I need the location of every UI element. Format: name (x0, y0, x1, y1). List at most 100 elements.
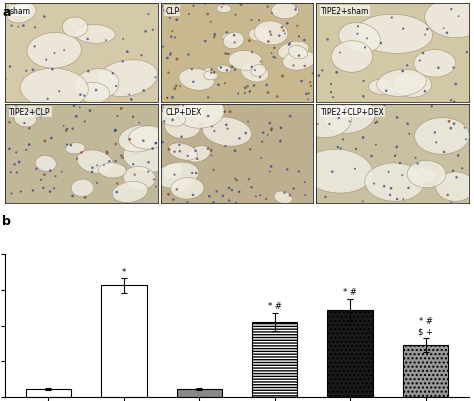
Bar (26, 389, 71, 397)
Point (290, 186, 298, 192)
Point (2, 77, 9, 83)
Point (242, 131, 250, 137)
Point (225, 185, 233, 192)
Point (295, 34, 303, 41)
Point (173, 18, 181, 24)
Ellipse shape (368, 80, 397, 95)
Point (292, 7, 300, 14)
Point (241, 91, 249, 97)
Ellipse shape (249, 28, 272, 42)
Point (111, 128, 119, 134)
Point (447, 7, 455, 13)
Point (266, 169, 273, 175)
Point (226, 198, 233, 204)
Point (383, 88, 390, 95)
Ellipse shape (171, 178, 191, 192)
Point (50, 186, 58, 192)
Point (272, 55, 279, 62)
Point (304, 97, 312, 103)
Bar (177, 389, 222, 397)
Point (208, 153, 215, 159)
Point (171, 172, 178, 178)
Point (435, 65, 442, 72)
Point (393, 144, 401, 151)
Point (208, 70, 215, 77)
Point (228, 187, 236, 194)
Point (453, 175, 460, 181)
Point (232, 1, 239, 7)
Point (361, 45, 369, 51)
Point (271, 46, 278, 52)
Point (21, 121, 28, 127)
Point (86, 108, 94, 115)
Point (17, 189, 25, 195)
Point (158, 109, 165, 115)
Ellipse shape (171, 178, 204, 200)
Point (399, 172, 406, 179)
Text: * #: * # (343, 288, 357, 296)
Point (315, 73, 323, 79)
Point (263, 196, 270, 203)
Point (295, 169, 302, 175)
Point (196, 1, 203, 8)
Ellipse shape (63, 18, 88, 38)
Point (373, 119, 381, 126)
Point (129, 114, 137, 121)
Point (301, 192, 309, 199)
Point (152, 140, 160, 146)
Ellipse shape (78, 83, 109, 104)
Point (63, 126, 71, 133)
Point (223, 30, 230, 36)
Point (246, 38, 253, 45)
Point (140, 88, 147, 95)
Ellipse shape (377, 70, 426, 97)
Point (152, 184, 160, 190)
Point (248, 65, 255, 71)
Point (450, 121, 458, 128)
Point (201, 1, 209, 8)
Point (266, 121, 273, 127)
Point (103, 151, 111, 157)
Ellipse shape (163, 164, 183, 180)
Ellipse shape (27, 33, 82, 69)
Point (73, 156, 81, 162)
Point (126, 92, 133, 98)
Point (421, 32, 429, 39)
Point (210, 200, 217, 206)
Point (220, 2, 228, 8)
Ellipse shape (324, 100, 375, 134)
Point (118, 106, 125, 112)
Point (231, 40, 238, 47)
Point (164, 95, 171, 102)
Point (236, 189, 243, 195)
Point (399, 69, 407, 75)
Point (185, 12, 192, 18)
Point (7, 170, 15, 176)
Point (270, 55, 277, 61)
Point (8, 191, 15, 197)
Ellipse shape (96, 61, 158, 97)
Point (119, 59, 127, 65)
Point (400, 196, 407, 203)
Ellipse shape (123, 167, 155, 190)
Ellipse shape (20, 69, 88, 109)
Point (11, 162, 18, 168)
Ellipse shape (35, 156, 56, 172)
Point (84, 36, 91, 43)
Point (149, 146, 156, 152)
Point (359, 135, 367, 141)
Ellipse shape (168, 144, 197, 161)
Point (336, 50, 344, 57)
Point (114, 113, 121, 120)
Point (109, 71, 117, 77)
Point (204, 113, 212, 120)
Point (112, 142, 119, 148)
Point (326, 122, 333, 128)
Point (305, 91, 312, 97)
Ellipse shape (407, 168, 436, 184)
Point (360, 79, 367, 85)
Ellipse shape (77, 151, 113, 174)
Point (360, 94, 367, 100)
Point (241, 85, 249, 92)
Point (102, 38, 110, 45)
